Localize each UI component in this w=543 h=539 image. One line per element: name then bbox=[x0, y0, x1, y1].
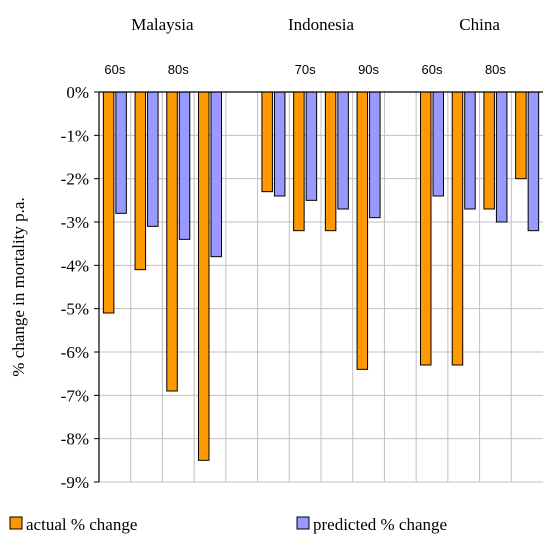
y-tick-label: -6% bbox=[61, 343, 89, 362]
decade-label: 60s bbox=[422, 62, 443, 77]
bar-actual bbox=[483, 91, 495, 210]
bar-actual bbox=[166, 91, 178, 392]
bar-predicted bbox=[147, 91, 159, 227]
y-tick-label: 0% bbox=[66, 83, 89, 102]
y-tick-label: -7% bbox=[61, 386, 89, 405]
y-tick-label: -9% bbox=[61, 473, 89, 492]
bar-predicted bbox=[305, 91, 318, 201]
bar-actual bbox=[134, 91, 147, 271]
decade-label: 60s bbox=[104, 62, 125, 77]
bar-predicted bbox=[178, 91, 191, 240]
bar-actual bbox=[198, 91, 210, 461]
bar-predicted bbox=[432, 91, 444, 197]
bar-actual bbox=[420, 91, 432, 366]
y-tick-label: -3% bbox=[61, 213, 89, 232]
bar-actual bbox=[515, 91, 527, 180]
bar-predicted bbox=[464, 91, 476, 210]
country-label: Malaysia bbox=[131, 15, 194, 34]
bar-predicted bbox=[527, 91, 540, 232]
bar-actual bbox=[261, 91, 273, 193]
legend-label: actual % change bbox=[26, 515, 137, 534]
bar-predicted bbox=[273, 91, 286, 197]
bar-predicted bbox=[495, 91, 508, 223]
bar-actual bbox=[293, 91, 305, 232]
legend-swatch bbox=[296, 516, 310, 530]
decade-label: 70s bbox=[295, 62, 316, 77]
bar-predicted bbox=[210, 91, 222, 258]
country-label: Indonesia bbox=[288, 15, 355, 34]
y-tick-label: -5% bbox=[61, 300, 89, 319]
bar-predicted bbox=[369, 91, 381, 219]
country-label: China bbox=[459, 15, 500, 34]
bar-actual bbox=[324, 91, 337, 232]
bar-predicted bbox=[337, 91, 349, 210]
y-tick-label: -8% bbox=[61, 430, 89, 449]
bar-predicted bbox=[115, 91, 127, 214]
y-tick-label: -2% bbox=[61, 170, 89, 189]
y-tick-label: -1% bbox=[61, 126, 89, 145]
legend-label: predicted % change bbox=[313, 515, 447, 534]
legend-swatch bbox=[9, 516, 23, 530]
bar-actual bbox=[102, 91, 115, 314]
bar-actual bbox=[451, 91, 464, 366]
y-tick-label: -4% bbox=[61, 256, 89, 275]
bar-actual bbox=[356, 91, 369, 370]
y-axis-title: % change in mortality p.a. bbox=[9, 197, 28, 376]
decade-label: 90s bbox=[358, 62, 379, 77]
decade-label: 80s bbox=[485, 62, 506, 77]
decade-label: 80s bbox=[168, 62, 189, 77]
